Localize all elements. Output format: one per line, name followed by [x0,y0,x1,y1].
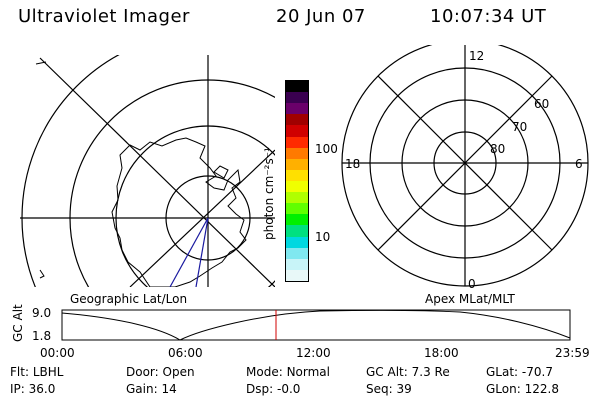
coastline [111,137,247,287]
time-label: 10:07:34 UT [430,6,547,27]
colorbar-band [286,81,308,93]
lat-label-80: 80 [490,142,505,156]
edge-tick [35,61,47,65]
colorbar-band [286,114,308,126]
altitude-ylabel: GC Alt [11,304,25,342]
xtick-0600: 06:00 [168,346,203,360]
xtick-1200: 12:00 [296,346,331,360]
timeline-frame [61,309,571,341]
status-ip: IP: 36.0 [10,382,56,396]
mlt-label-0: 0 [468,277,476,291]
polar-axis [377,75,553,251]
colorbar-unit-label: photon cm⁻²s⁻¹ [262,147,276,240]
colorbar-band [286,169,308,181]
colorbar-band [286,258,308,270]
colorbar-band [286,192,308,204]
xtick-0000: 00:00 [40,346,75,360]
status-gc-alt: GC Alt: 7.3 Re [366,365,450,379]
geographic-label: Geographic Lat/Lon [70,292,188,306]
coastline-island [213,165,229,179]
xtick-2359: 23:59 [555,346,590,360]
colorbar-band [286,136,308,148]
footprint-line [195,217,209,287]
lat-label-60: 60 [534,97,549,111]
colorbar-band [286,125,308,137]
colorbar-band [286,147,308,159]
colorbar [285,80,309,282]
status-gain: Gain: 14 [126,382,177,396]
colorbar-tick-100: 100 [315,142,338,156]
ytick-low: 1.8 [32,329,51,343]
colorbar-band [286,203,308,215]
colorbar-band [286,269,308,281]
colorbar-band [286,158,308,170]
altitude-timeline: 9.0 1.8 GC Alt [11,304,571,343]
date-label: 20 Jun 07 [276,6,366,27]
status-glon: GLon: 122.8 [486,382,559,396]
colorbar-tick-10: 10 [315,230,331,244]
polar-label: Apex MLat/MLT [425,292,515,306]
status-flt: Flt: LBHL [10,365,64,379]
colorbar-band [286,92,308,104]
mlt-label-18: 18 [345,157,360,171]
mlt-label-12: 12 [469,49,484,63]
status-door: Door: Open [126,365,195,379]
mlt-label-6: 6 [575,157,583,171]
map-meridian [39,57,275,287]
altitude-curve [61,309,571,341]
colorbar-band [286,180,308,193]
colorbar-band [286,225,308,237]
lat-label-70: 70 [512,120,527,134]
xtick-1800: 18:00 [424,346,459,360]
colorbar-band [286,214,308,226]
edge-tick [39,269,45,279]
colorbar-band [286,103,308,115]
ytick-high: 9.0 [32,306,51,320]
polar-plot: 12 18 6 0 60 70 80 [341,45,589,291]
status-dsp: Dsp: -0.0 [246,382,301,396]
map-meridian [129,149,275,287]
status-mode: Mode: Normal [246,365,330,379]
colorbar-band [286,247,308,259]
colorbar-band [286,236,308,248]
instrument-title: Ultraviolet Imager [18,6,190,27]
footprint-line [169,217,209,287]
status-glat: GLat: -70.7 [486,365,553,379]
status-seq: Seq: 39 [366,382,412,396]
